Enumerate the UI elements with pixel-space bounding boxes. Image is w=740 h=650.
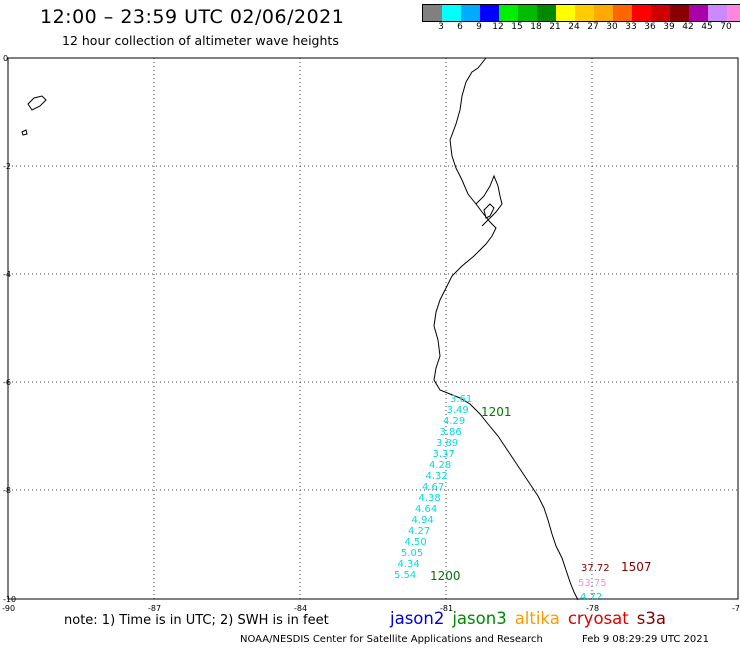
legend-label: 24 [568,22,580,32]
legend-swatch [708,5,727,21]
legend-label: 27 [587,22,599,32]
wave-height-value: 37.72 [581,563,610,574]
legend-swatch [480,5,499,21]
map-frame [7,57,739,600]
wave-height-value: 3.86 [440,427,462,438]
lat-tick-label: -2 [3,162,11,171]
island [483,203,495,219]
legend-swatch [613,5,632,21]
satellite-legend: jason2 jason3 altika cryosat s3a [390,609,674,628]
coastline [433,57,579,601]
legend-label: 42 [682,22,694,32]
lon-tick-label: -90 [2,604,15,613]
lat-tick-label: -10 [3,595,16,604]
legend-label: 3 [438,22,444,32]
legend-label: 39 [663,22,675,32]
legend-swatch [651,5,670,21]
lon-tick-label: -78 [586,604,599,613]
wave-height-value: 4.94 [412,515,434,526]
pass-label-1201: 1201 [481,405,512,419]
legend-label: 9 [476,22,482,32]
legend-swatch [499,5,518,21]
wave-height-value: 4.72 [580,592,602,603]
legend-label: 6 [457,22,463,32]
map-grid [8,58,738,599]
legend-swatch [632,5,651,21]
legend-swatch [537,5,556,21]
legend-swatch [442,5,461,21]
lat-tick-label: -8 [3,486,11,495]
legend-label: 18 [530,22,542,32]
generated-timestamp: Feb 9 08:29:29 UTC 2021 [582,634,709,645]
satellite-pass-1200: 3.613.494.293.863.893.374.284.324.674.38… [394,394,472,581]
legend-label: 70 [720,22,732,32]
color-legend [422,4,740,22]
legend-swatch [556,5,575,21]
lon-tick-label: -81 [440,604,453,613]
lat-tick-label: -6 [3,378,11,387]
lat-tick-label: 0 [3,54,8,63]
wave-height-value: 4.32 [426,471,448,482]
satellite-name-jason3: jason3 [452,609,507,628]
footer-note: note: 1) Time is in UTC; 2) SWH is in fe… [64,613,329,628]
satellite-pass-1507: 37.72 53.75 4.72 [578,563,610,603]
legend-swatch [423,5,442,21]
legend-label: 12 [492,22,504,32]
legend-swatch [575,5,594,21]
wave-height-value: 3.49 [447,405,469,416]
wave-height-value: 4.27 [408,526,430,537]
gulf-inlet [475,174,503,227]
legend-swatch [727,5,740,21]
map-title: 12:00 – 23:59 UTC 02/06/2021 [40,6,345,28]
legend-label: 21 [549,22,561,32]
satellite-name-cryosat: cryosat [567,609,629,628]
legend-swatch [670,5,689,21]
legend-swatch [461,5,480,21]
lon-tick-label: -75 [732,604,740,613]
wave-height-value: 3.37 [433,449,455,460]
wave-height-value: 5.05 [401,548,423,559]
wave-height-value: 4.67 [422,482,444,493]
satellite-name-jason2: jason2 [390,609,445,628]
wave-height-value: 4.64 [415,504,437,515]
wave-height-value: 4.29 [443,416,465,427]
wave-height-value: 5.54 [394,570,416,581]
wave-height-value: 4.34 [398,559,420,570]
wave-height-value: 4.28 [429,460,451,471]
lat-tick-label: -4 [3,270,11,279]
satellite-name-s3a: s3a [636,609,666,628]
lon-tick-label: -84 [294,604,307,613]
wave-height-value: 3.61 [450,394,472,405]
pass-label-1507: 1507 [621,560,652,574]
wave-height-value: 4.50 [405,537,427,548]
legend-swatch [518,5,537,21]
lon-tick-label: -87 [148,604,161,613]
galapagos-islet [21,129,28,136]
map-subtitle: 12 hour collection of altimeter wave hei… [62,33,339,48]
legend-label: 45 [701,22,713,32]
wave-height-value: 3.89 [436,438,458,449]
legend-label: 15 [511,22,523,32]
legend-label: 33 [625,22,637,32]
wave-height-value: 4.38 [419,493,441,504]
wave-height-value: 53.75 [578,578,607,589]
legend-label: 36 [644,22,656,32]
legend-swatch [689,5,708,21]
pass-label-1200: 1200 [430,569,461,583]
galapagos-island [27,95,47,111]
satellite-name-altika: altika [514,609,560,628]
credit-line: NOAA/NESDIS Center for Satellite Applica… [240,634,543,645]
legend-label: 30 [606,22,618,32]
axis-tick-labels: -90 -87 -84 -81 -78 -75 0 -2 -4 -6 -8 -10 [2,54,740,613]
legend-swatch [594,5,613,21]
